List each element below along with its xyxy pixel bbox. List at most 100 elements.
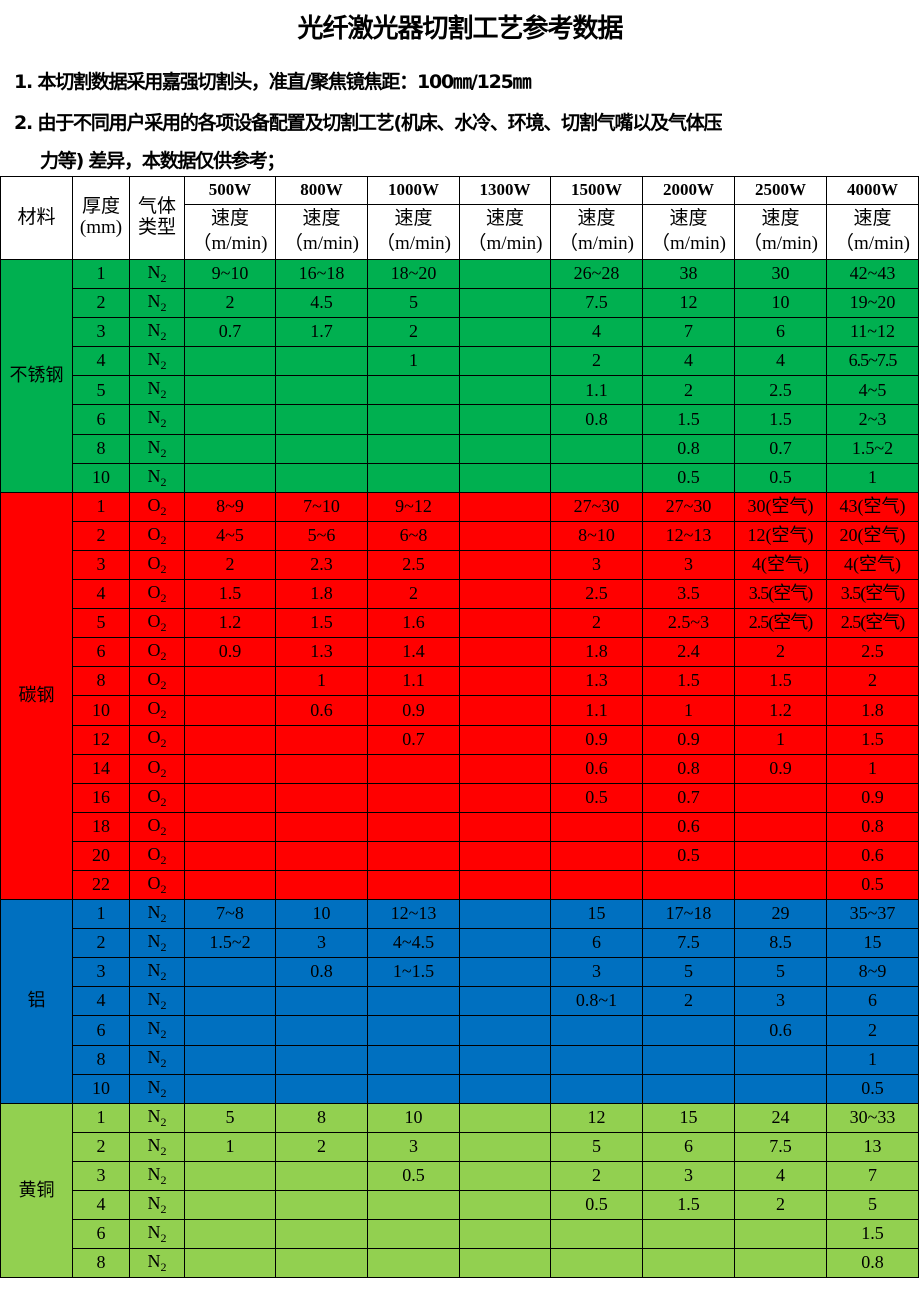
speed-cell bbox=[550, 1073, 643, 1104]
speed-cell bbox=[459, 1131, 551, 1162]
speed-cell bbox=[184, 666, 276, 697]
speed-cell: 0.7 bbox=[367, 724, 460, 755]
gas-subscript: 2 bbox=[160, 358, 167, 373]
speed-cell: 27~30 bbox=[642, 491, 735, 522]
thickness-cell: 4 bbox=[72, 346, 130, 377]
speed-cell: 3 bbox=[642, 549, 735, 581]
table-row: 4 N2 1 2 4 4 6.5~7.5 bbox=[0, 346, 919, 377]
table-row: 10 N2 0.5 bbox=[0, 1073, 919, 1104]
speed-cell bbox=[275, 782, 368, 813]
gas-subscript: 2 bbox=[160, 532, 167, 547]
speed-cell: 3 bbox=[367, 1131, 460, 1162]
speed-cell bbox=[275, 375, 368, 406]
gas-cell: N2 bbox=[129, 1189, 185, 1221]
speed-cell: 0.5 bbox=[642, 462, 735, 493]
table-row: 3 N2 0.8 1~1.5 3 5 5 8~9 bbox=[0, 957, 919, 988]
gas-subscript: 2 bbox=[160, 300, 167, 315]
speed-cell: 19~20 bbox=[826, 288, 919, 319]
speed-cell: 4 bbox=[734, 1160, 827, 1192]
speed-cell bbox=[550, 1044, 643, 1075]
note-2-continued: 力等) 差异，本数据仅供参考； bbox=[40, 150, 286, 172]
speed-cell: 0.8 bbox=[275, 957, 368, 988]
speed-cell bbox=[184, 462, 276, 493]
speed-cell: 1.2 bbox=[184, 608, 276, 639]
speed-cell: 0.6 bbox=[275, 695, 368, 726]
speed-cell bbox=[734, 1044, 827, 1075]
table-row: 6 N2 0.8 1.5 1.5 2~3 bbox=[0, 404, 919, 435]
speed-cell: 5 bbox=[734, 957, 827, 988]
speed-cell: 0.8 bbox=[826, 1248, 919, 1279]
speed-cell: 15 bbox=[826, 928, 919, 959]
speed-cell bbox=[184, 724, 276, 755]
gas-subscript: 2 bbox=[160, 1172, 167, 1187]
speed-cell: 1.7 bbox=[275, 317, 368, 348]
speed-cell bbox=[550, 462, 643, 493]
gas-subscript: 2 bbox=[160, 852, 167, 867]
gas-cell: O2 bbox=[129, 753, 185, 784]
gas-cell: N2 bbox=[129, 1248, 185, 1279]
gas-subscript: 2 bbox=[160, 881, 167, 896]
speed-cell bbox=[459, 666, 551, 697]
speed-label: 速度 bbox=[394, 208, 433, 230]
speed-cell: 2 bbox=[642, 986, 735, 1017]
table-row: 碳钢 1 O2 8~9 7~10 9~12 27~30 27~30 30(空气) 43(空气) bbox=[0, 491, 919, 901]
gas-cell: O2 bbox=[129, 782, 185, 813]
speed-cell bbox=[459, 869, 551, 901]
speed-cell bbox=[459, 1073, 551, 1104]
speed-cell bbox=[184, 869, 276, 901]
thickness-cell: 3 bbox=[72, 957, 130, 988]
table-body: 不锈钢 1 N2 9~10 16~18 18~20 26~28 38 30 42~43 2 N2 2 4.… bbox=[0, 258, 919, 1279]
speed-cell: 29 bbox=[734, 899, 827, 930]
gas-symbol: N bbox=[147, 1047, 161, 1068]
gas-symbol: N bbox=[147, 902, 161, 923]
speed-cell bbox=[459, 608, 551, 639]
gas-cell: O2 bbox=[129, 724, 185, 755]
table-row: 4 O2 1.5 1.8 2 2.5 3.5 3.5(空气) 3.5(空气) bbox=[0, 579, 919, 610]
speed-cell bbox=[367, 1189, 460, 1221]
thickness-cell: 18 bbox=[72, 811, 130, 842]
speed-cell: 26~28 bbox=[550, 258, 643, 290]
gas-cell: N2 bbox=[129, 986, 185, 1017]
gas-symbol: O bbox=[147, 611, 161, 632]
thickness-cell: 2 bbox=[72, 1131, 130, 1162]
thickness-cell: 1 bbox=[72, 258, 130, 290]
speed-cell bbox=[275, 811, 368, 842]
header-power-2500W: 2500W bbox=[734, 176, 827, 205]
speed-cell bbox=[367, 462, 460, 493]
thickness-cell: 2 bbox=[72, 520, 130, 551]
speed-cell bbox=[459, 549, 551, 581]
gas-cell: O2 bbox=[129, 869, 185, 901]
thickness-cell: 10 bbox=[72, 462, 130, 493]
thickness-cell: 2 bbox=[72, 288, 130, 319]
header-material: 材料 bbox=[0, 176, 73, 260]
gas-subscript: 2 bbox=[160, 794, 167, 809]
speed-cell bbox=[367, 986, 460, 1017]
speed-cell: 8.5 bbox=[734, 928, 827, 959]
gas-symbol: N bbox=[147, 1134, 161, 1155]
speed-cell bbox=[459, 317, 551, 348]
speed-cell bbox=[275, 724, 368, 755]
speed-cell bbox=[459, 1044, 551, 1075]
speed-cell: 0.9 bbox=[734, 753, 827, 784]
speed-cell: 0.5 bbox=[550, 782, 643, 813]
gas-symbol: N bbox=[147, 960, 161, 981]
speed-cell bbox=[184, 1015, 276, 1046]
speed-cell: 6 bbox=[550, 928, 643, 959]
speed-cell bbox=[275, 1073, 368, 1104]
thickness-cell: 2 bbox=[72, 928, 130, 959]
speed-cell bbox=[184, 1219, 276, 1250]
gas-cell: N2 bbox=[129, 1131, 185, 1162]
speed-cell bbox=[275, 1044, 368, 1075]
speed-cell: 3 bbox=[550, 549, 643, 581]
speed-cell: 2 bbox=[550, 608, 643, 639]
gas-subscript: 2 bbox=[160, 911, 167, 926]
speed-cell bbox=[642, 869, 735, 901]
thickness-cell: 22 bbox=[72, 869, 130, 901]
speed-cell: 2 bbox=[550, 346, 643, 377]
speed-label: 速度 bbox=[669, 208, 708, 230]
speed-cell bbox=[275, 1015, 368, 1046]
table-row: 22 O2 0.5 bbox=[0, 869, 919, 901]
speed-cell: 1.1 bbox=[550, 695, 643, 726]
speed-cell bbox=[367, 1073, 460, 1104]
speed-cell bbox=[184, 1044, 276, 1075]
